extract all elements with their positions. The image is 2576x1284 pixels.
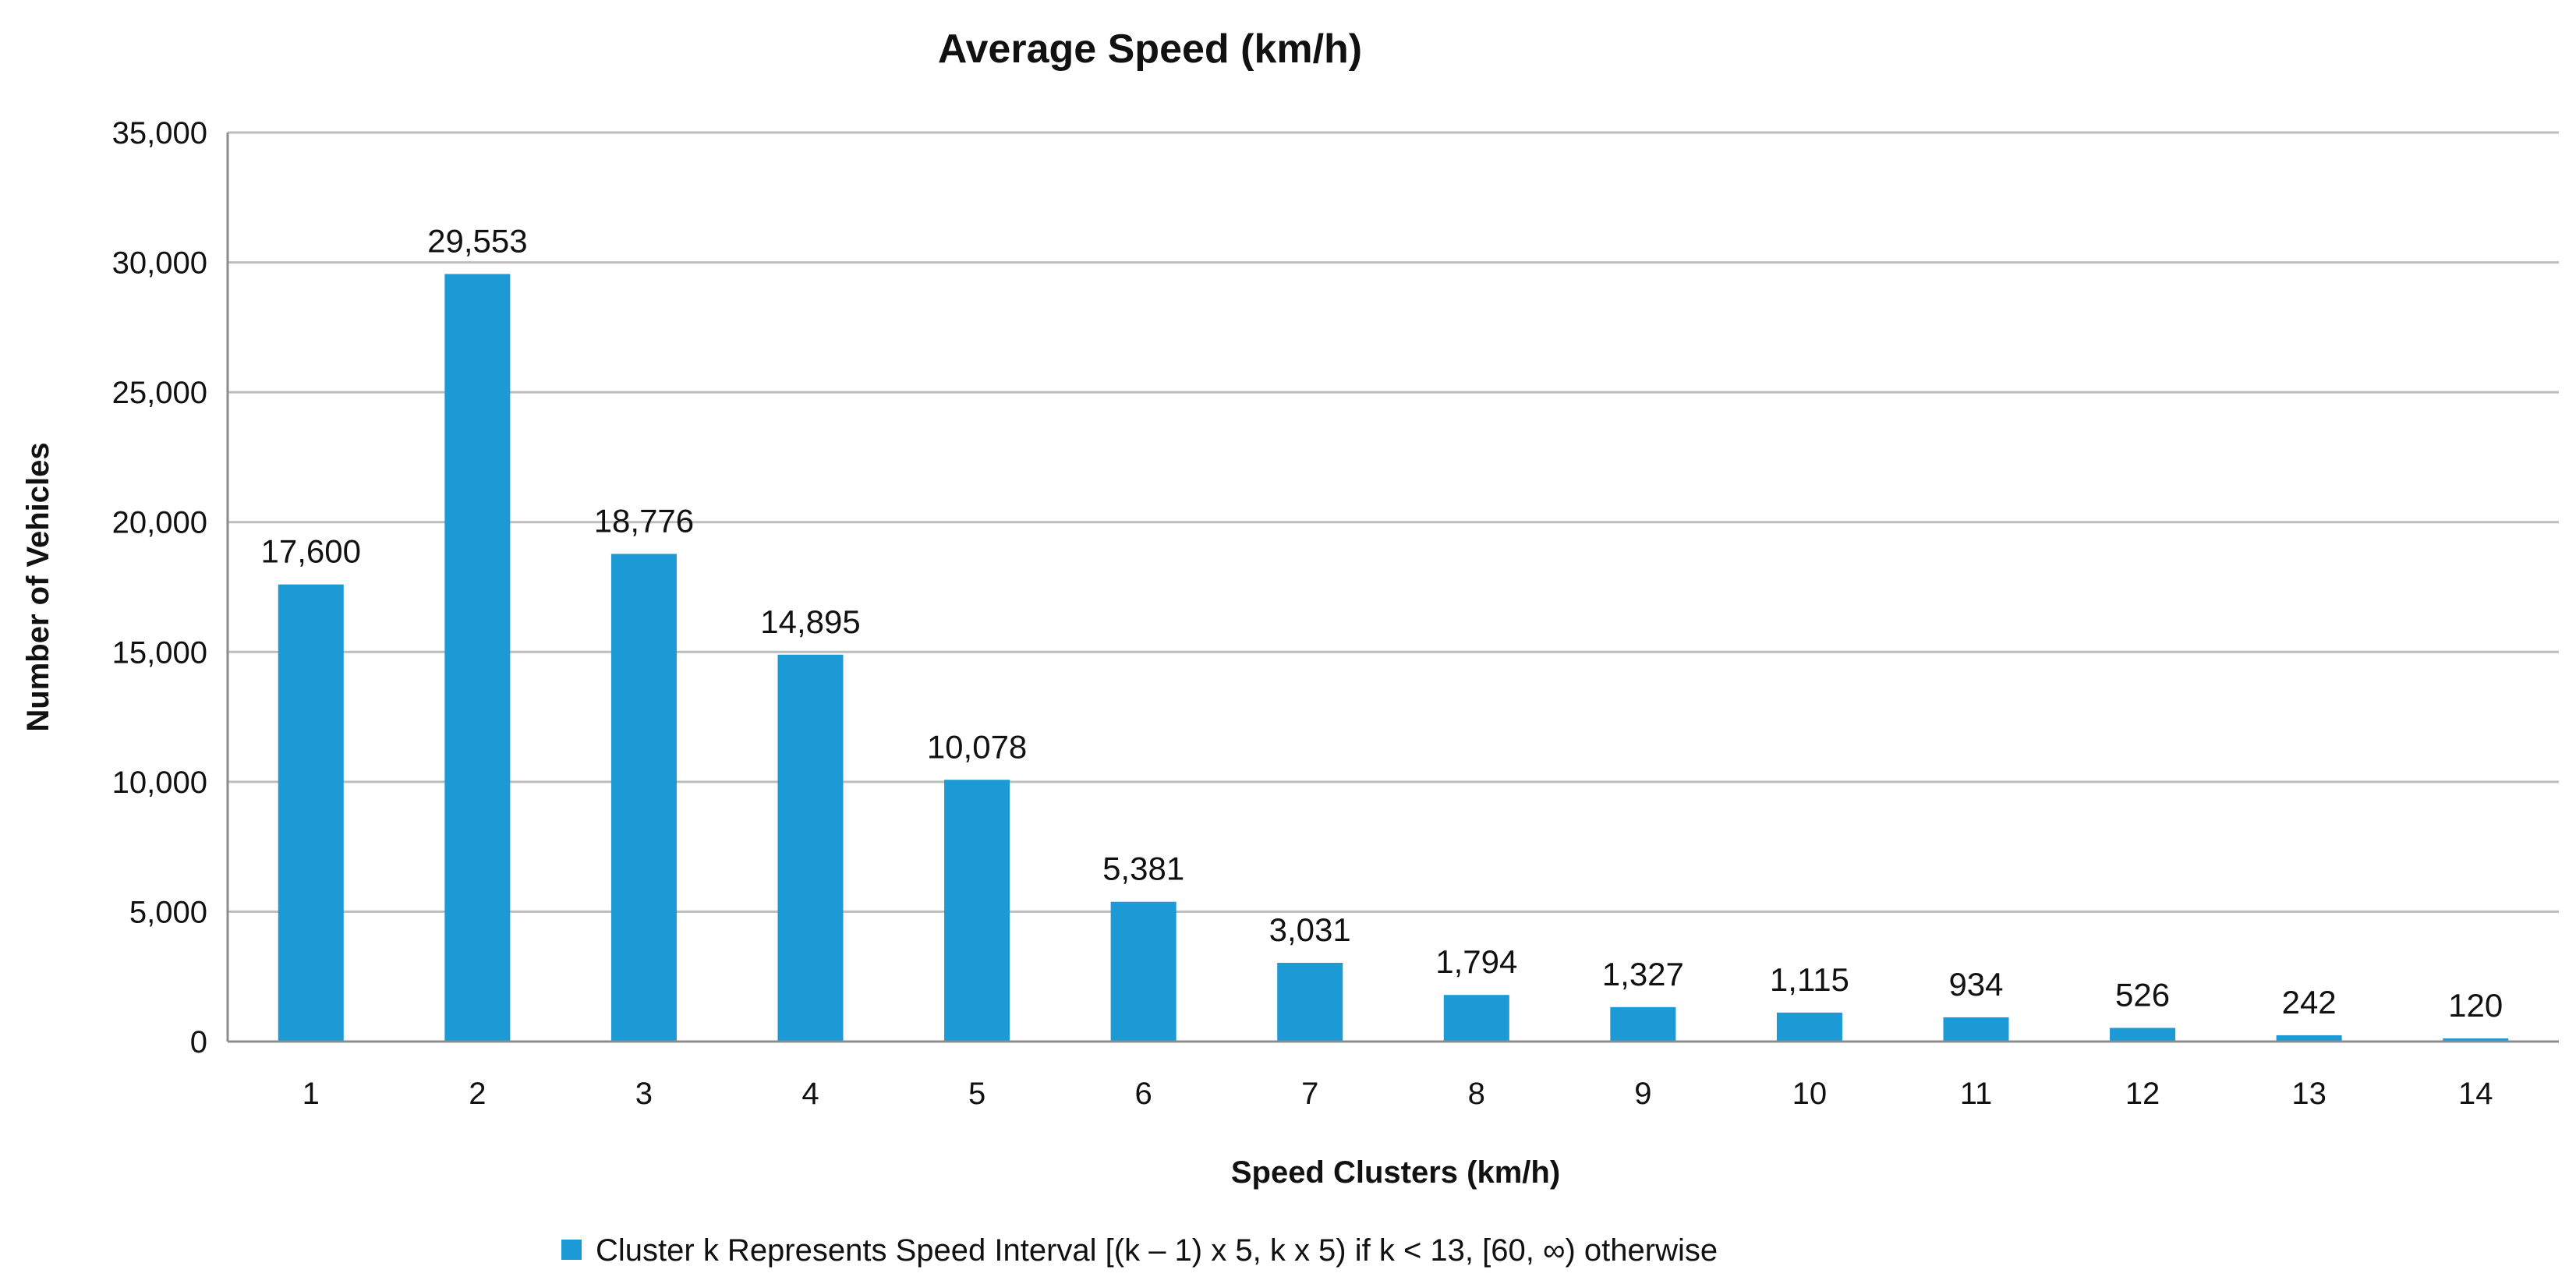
x-tick-label-13: 13 [2291,1077,2327,1111]
bar-9 [1610,1006,1676,1042]
data-label-8: 1,794 [1435,943,1517,980]
data-label-9: 1,327 [1602,956,1684,992]
data-label-1: 17,600 [261,533,361,570]
legend-label: Cluster k Represents Speed Interval [(k … [596,1233,1718,1268]
y-axis-title: Number of Vehicles [21,442,55,731]
data-label-2: 29,553 [427,222,527,259]
x-tick-label-8: 8 [1468,1077,1485,1111]
x-axis-ticks: 1 2 3 4 5 6 7 8 9 10 11 12 13 14 [303,1077,2493,1111]
x-tick-label-5: 5 [968,1077,985,1111]
y-tick-label: 15,000 [112,635,207,670]
data-label-3: 18,776 [594,502,694,539]
data-label-4: 14,895 [760,603,860,640]
gridlines [228,131,2559,913]
x-tick-label-1: 1 [303,1077,320,1111]
bar-7 [1277,963,1343,1042]
chart-title: Average Speed (km/h) [938,27,1362,72]
bar-10 [1776,1012,1842,1042]
bar-5 [944,780,1010,1042]
x-tick-label-3: 3 [635,1077,653,1111]
y-tick-label: 10,000 [112,766,207,800]
data-label-7: 3,031 [1269,911,1351,948]
bar-11 [1943,1017,2009,1042]
x-tick-label-7: 7 [1301,1077,1318,1111]
bar-8 [1443,995,1509,1042]
y-tick-label: 5,000 [129,895,207,929]
x-axis-title: Speed Clusters (km/h) [1231,1155,1560,1190]
y-axis-ticks: 0 5,000 10,000 15,000 20,000 25,000 30,000 35,0… [112,116,207,1059]
x-tick-label-11: 11 [1960,1077,1993,1111]
data-label-11: 934 [1948,966,2003,1003]
data-label-10: 1,115 [1770,961,1849,998]
legend-swatch [561,1240,582,1260]
bar-6 [1110,901,1177,1042]
bar-12 [2110,1028,2176,1042]
legend: Cluster k Represents Speed Interval [(k … [561,1233,1718,1268]
bar-4 [777,654,844,1042]
x-tick-label-10: 10 [1792,1077,1828,1111]
data-label-14: 120 [2448,987,2503,1024]
x-tick-label-6: 6 [1135,1077,1152,1111]
x-tick-label-4: 4 [801,1077,819,1111]
data-label-12: 526 [2115,976,2170,1013]
bar-14 [2443,1038,2509,1042]
x-tick-label-2: 2 [469,1077,486,1111]
y-tick-label: 35,000 [112,116,207,150]
bar-1 [278,584,344,1042]
y-tick-label: 30,000 [112,246,207,281]
bar-2 [444,274,511,1042]
bars [278,274,2509,1042]
bar-3 [610,554,677,1042]
data-label-13: 242 [2282,984,2337,1020]
data-label-6: 5,381 [1102,851,1184,887]
y-tick-label: 0 [190,1025,207,1059]
x-tick-label-12: 12 [2125,1077,2160,1111]
bar-13 [2276,1035,2342,1042]
y-tick-label: 20,000 [112,506,207,540]
y-tick-label: 25,000 [112,376,207,410]
data-labels: 17,600 29,553 18,776 14,895 10,078 5,381 3,031… [261,222,2503,1024]
data-label-5: 10,078 [927,728,1027,765]
x-tick-label-14: 14 [2458,1077,2493,1111]
x-tick-label-9: 9 [1634,1077,1651,1111]
